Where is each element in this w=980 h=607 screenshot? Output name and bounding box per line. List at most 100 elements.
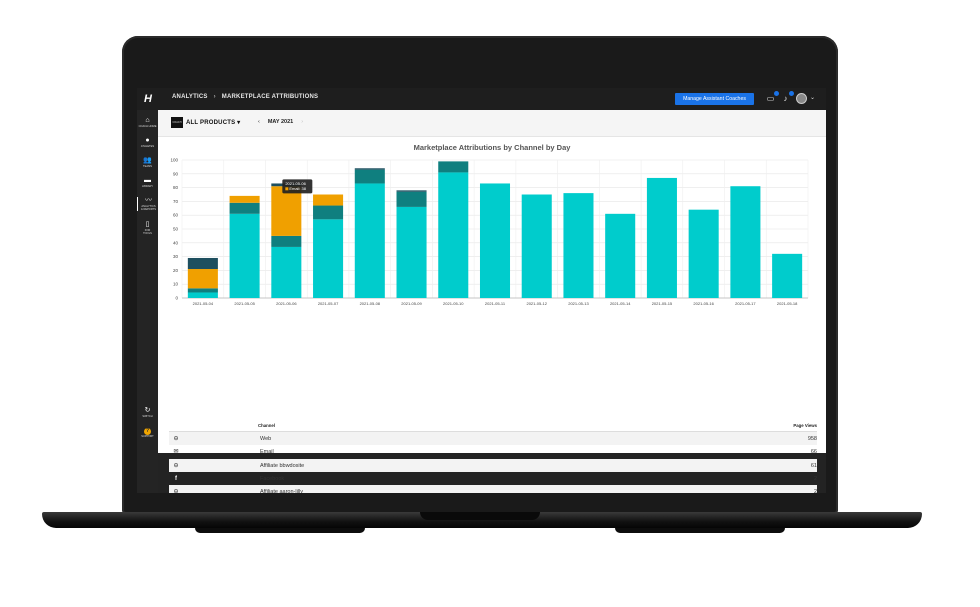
- support-icon: ?: [144, 428, 151, 435]
- tablet-icon: ▯: [145, 221, 150, 228]
- sidebar-item-label: ATHLETES: [140, 145, 155, 148]
- month-label: MAY 2021: [267, 119, 294, 125]
- x-tick-label: 2021-05-18: [777, 301, 798, 306]
- breadcrumb-separator: ›: [213, 94, 216, 100]
- x-tick-label: 2021-05-11: [485, 301, 506, 306]
- channel-name: Web: [260, 436, 272, 442]
- bar-segment: [354, 169, 385, 184]
- column-header-page-views[interactable]: Page Views: [793, 423, 817, 428]
- bar-segment: [521, 194, 552, 298]
- sidebar-item-label: FOR TOOLS: [143, 229, 152, 235]
- x-tick-label: 2021-05-14: [610, 301, 631, 306]
- laptop-foot-left: [195, 528, 365, 533]
- bar-segment: [646, 177, 677, 298]
- sidebar-item-switch[interactable]: ↻ SWITCH: [137, 407, 158, 418]
- sidebar-item-support[interactable]: ? SUPPORT: [137, 427, 158, 438]
- table-row[interactable]: ⊖ Affiliate aaron-lilly 2: [169, 485, 817, 493]
- folder-icon: ▬: [144, 177, 151, 184]
- product-select[interactable]: ALL PRODUCTS ▾: [186, 120, 241, 126]
- table-row[interactable]: ⊖ Affiliate bbwdosite 61: [169, 458, 817, 472]
- sidebar-item-label: TEAMS: [143, 165, 152, 168]
- x-tick-label: 2021-05-07: [318, 301, 339, 306]
- table-row[interactable]: ✉ Email 66: [169, 445, 817, 458]
- x-tick-label: 2021-05-13: [568, 301, 589, 306]
- x-tick-label: 2021-05-15: [652, 301, 673, 306]
- bar-segment: [688, 209, 719, 298]
- bar-segment: [229, 213, 260, 298]
- bell-icon[interactable]: ♪: [780, 91, 794, 104]
- bar-segment: [313, 219, 344, 298]
- facebook-icon: f: [172, 474, 180, 483]
- y-tick-label: 50: [173, 227, 179, 232]
- manage-assistant-coaches-button[interactable]: Manage Assistant Coaches: [675, 93, 754, 105]
- screen: H ANALYTICS › MARKETPLACE ATTRIBUTIONS M…: [137, 88, 826, 493]
- chevron-down-icon[interactable]: ⌄: [810, 95, 816, 101]
- bar-segment: [438, 161, 469, 173]
- switch-icon: ↻: [144, 407, 151, 414]
- channel-name: Affiliate bbwdosite: [260, 462, 305, 469]
- bar-segment: [354, 168, 385, 170]
- chart-title: Marketplace Attributions by Channel by D…: [413, 143, 571, 152]
- channel-name: Email: [260, 449, 274, 456]
- bar-segment: [396, 206, 427, 298]
- teams-icon: 👥: [143, 157, 152, 164]
- sidebar-item-label: SWITCH: [142, 415, 153, 418]
- sidebar-item-label: LIBRARY: [141, 185, 154, 188]
- analytics-icon: 〰: [145, 197, 152, 204]
- notification-badge: [789, 91, 794, 96]
- page-views-value: 2: [813, 489, 817, 493]
- x-tick-label: 2021-05-10: [443, 301, 464, 306]
- y-tick-label: 60: [173, 213, 179, 218]
- product-thumbnail: COACH: [171, 117, 183, 128]
- table-row[interactable]: f Facebook 2: [169, 472, 817, 485]
- avatar[interactable]: [796, 93, 807, 104]
- tooltip-box: [282, 179, 313, 194]
- x-tick-label: 2021-05-09: [401, 301, 422, 306]
- sidebar-item-label: SUPPORT: [141, 435, 154, 438]
- x-tick-label: 2021-05-04: [193, 301, 214, 306]
- y-tick-label: 30: [173, 254, 179, 259]
- month-prev-button[interactable]: ‹: [258, 119, 260, 125]
- sidebar-item-library[interactable]: ▬ LIBRARY: [137, 177, 158, 188]
- message-icon[interactable]: ▭: [765, 91, 779, 104]
- bar-segment: [313, 205, 344, 220]
- sidebar: ⌂ COACH HOME ● ATHLETES 👥 TEAMS ▬ LIBRAR…: [137, 110, 158, 493]
- bar-segment: [396, 191, 427, 207]
- tooltip-swatch: [285, 187, 289, 191]
- message-badge: [774, 91, 779, 96]
- app-logo[interactable]: H: [144, 93, 152, 105]
- y-tick-label: 70: [173, 199, 179, 204]
- bar-segment: [271, 235, 302, 247]
- bar-segment: [730, 186, 761, 298]
- sidebar-item-label: COACH HOME: [138, 125, 157, 128]
- bar-segment: [772, 253, 803, 298]
- bar-segment: [229, 202, 260, 214]
- breadcrumb-marketplace-attributions: MARKETPLACE ATTRIBUTIONS: [221, 94, 319, 100]
- sidebar-item-athletes[interactable]: ● ATHLETES: [137, 137, 158, 148]
- person-icon: ●: [145, 137, 150, 144]
- bar-segment: [187, 269, 218, 289]
- tooltip-title: 2021-05-06: [285, 181, 306, 186]
- bar-segment: [479, 183, 511, 298]
- channel-name: Facebook: [260, 475, 285, 482]
- sidebar-item-coach-home[interactable]: ⌂ COACH HOME: [137, 117, 158, 128]
- link-icon: ⊖: [173, 436, 179, 442]
- sidebar-item-tools[interactable]: ▯ FOR TOOLS: [137, 221, 158, 235]
- sidebar-item-analytics[interactable]: 〰 ANALYTICS & REPORTS: [137, 197, 159, 211]
- column-header-channel[interactable]: Channel: [258, 423, 275, 428]
- bar-segment: [438, 172, 469, 298]
- x-tick-label: 2021-05-05: [234, 301, 255, 306]
- bar-segment: [605, 213, 636, 298]
- bar-segment: [271, 246, 302, 298]
- bar-segment: [271, 186, 302, 236]
- bar-segment: [396, 190, 427, 192]
- table-row[interactable]: ⊖ Web 958: [169, 432, 817, 446]
- home-icon: ⌂: [145, 117, 150, 124]
- bar-segment: [229, 195, 260, 203]
- filter-toolbar: COACH ALL PRODUCTS ▾ ‹ MAY 2021 ›: [158, 110, 826, 137]
- bar-segment: [187, 288, 218, 293]
- table-header: Channel Page Views: [169, 421, 817, 432]
- sidebar-item-teams[interactable]: 👥 TEAMS: [137, 157, 158, 168]
- month-next-button[interactable]: ›: [301, 119, 304, 125]
- breadcrumb-analytics[interactable]: ANALYTICS: [172, 94, 208, 100]
